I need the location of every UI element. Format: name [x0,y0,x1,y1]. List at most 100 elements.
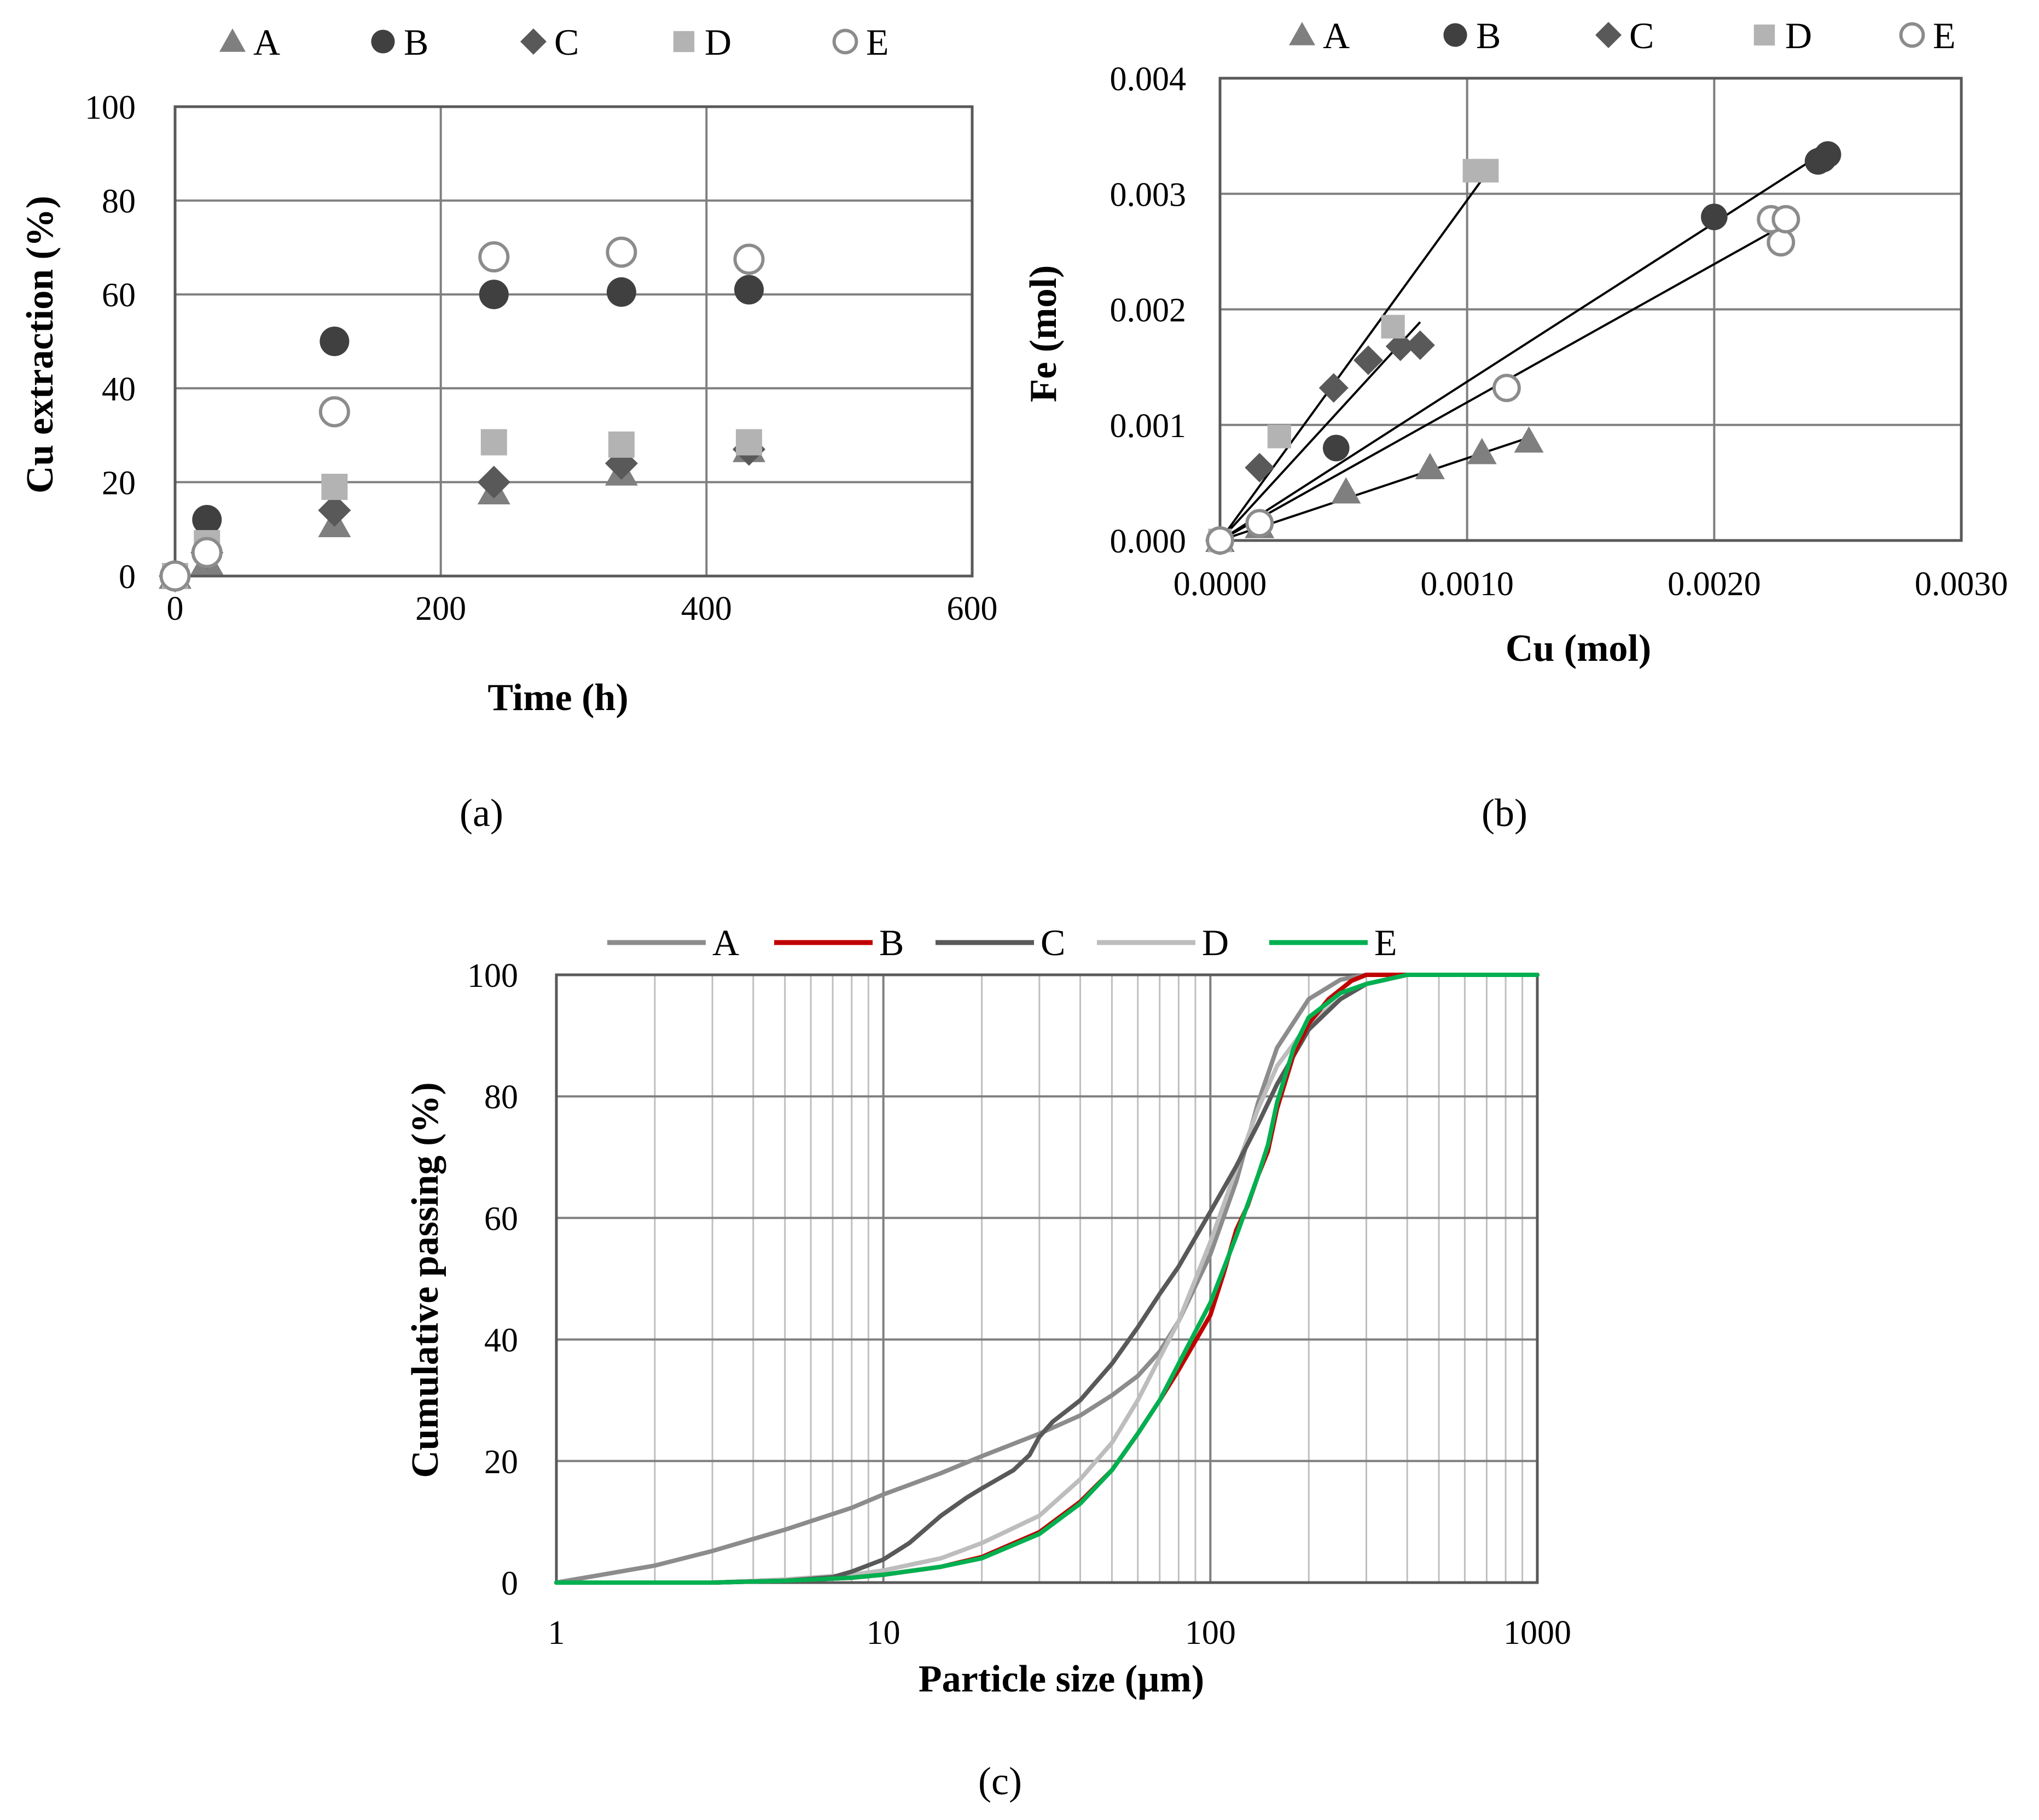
panel-a-markers [159,236,766,592]
panel-b-point-E [1206,526,1234,555]
panel-b-point-E [1771,205,1800,234]
panel-b-y-axis-title: Fe (mol) [1023,265,1065,403]
panel-c-line-D [554,973,1540,1585]
panel-b-trendline-B [1219,149,1829,542]
panel-b-point-C [1245,452,1275,482]
panel-b-point-E [1245,509,1274,538]
panel-a-x-axis-title: Time (h) [487,677,628,719]
panel-c-legend-label-B: B [879,922,904,963]
panel-a-point-B [192,505,222,535]
panel-c-tick-labels: 0 20 40 60 80 100 1 10 100 1000 [467,957,1571,1652]
panel-c-y-tick: 0 [501,1565,518,1602]
panel-b-point-A [1467,438,1497,464]
panel-c-x-axis-title: Particle size (µm) [919,1658,1204,1700]
panel-a-point-B [319,327,350,356]
panel-a-legend-marker-B [371,30,395,54]
panel-a-y-tick: 40 [102,371,136,408]
panel-a-point-D [608,431,635,458]
panel-b-legend-label-E: E [1933,15,1956,56]
panel-c-gridlines [555,973,1539,1584]
panel-a-y-tick: 60 [102,277,136,314]
panel-a-legend-marker-E [832,28,858,55]
panel-b-point-C [1405,330,1435,360]
panel-a-legend-marker-A [219,28,246,52]
panel-c-x-tick: 1000 [1503,1614,1571,1652]
panel-b-point-C [1385,332,1415,362]
panel-a-legend: A B C D E [219,21,889,63]
panel-c-caption: (c) [978,1759,1022,1803]
panel-c-plot-frame [555,973,1539,1584]
panel-b-legend-label-A: A [1323,15,1350,56]
panel-b-point-E [1767,228,1796,257]
panel-a-point-D [736,429,763,456]
panel-a-point-C [477,466,510,499]
panel-b-plot-frame [1218,77,1963,542]
panel-b-point-D [1475,159,1499,183]
panel-b-point-B [1814,141,1842,168]
panel-b-x-axis-title: Cu (mol) [1506,627,1651,670]
panel-a-point-E [318,396,350,428]
panel-c-legend-label-D: D [1202,922,1229,963]
panel-a-point-E [606,236,637,268]
panel-c-particle-size-chart: 0 20 40 60 80 100 1 10 100 1000 A B C D E Particle si… [404,922,1571,1803]
panel-b-x-tick: 0.0010 [1420,566,1514,603]
panel-b-legend-marker-B [1443,23,1467,47]
panel-c-x-tick: 10 [867,1614,901,1652]
panel-b-y-tick: 0.002 [1110,292,1187,329]
panel-c-series-lines [554,973,1540,1585]
panel-a-legend-label-A: A [253,21,280,63]
panel-b-trendline-C [1219,321,1421,542]
panel-c-y-tick: 100 [467,957,518,995]
panel-b-y-tick: 0.000 [1110,523,1187,560]
panel-b-point-A [1415,452,1445,479]
panel-c-legend-label-A: A [712,922,739,963]
panel-a-point-E [159,560,191,592]
panel-a-time-extraction-chart: 0 200 400 600 0 20 40 60 80 100 A B C D E Time (h) Cu… [19,21,998,835]
panel-a-point-D [321,473,348,500]
panel-b-legend-marker-D [1753,24,1775,46]
panel-b-point-A [1331,477,1361,504]
panel-a-point-C [318,493,351,527]
panel-a-x-tick: 200 [415,590,466,627]
panel-a-legend-label-E: E [866,21,889,63]
panel-c-line-C [554,973,1540,1585]
panel-c-y-tick: 20 [484,1444,518,1481]
panel-c-legend: A B C D E [607,922,1397,963]
panel-c-y-tick: 40 [484,1322,518,1359]
panel-a-y-tick: 80 [102,183,136,220]
panel-b-legend-marker-A [1289,22,1315,45]
panel-b-x-tick: 0.0030 [1915,566,2008,603]
panel-c-y-tick: 60 [484,1200,518,1237]
panel-a-point-E [478,241,510,273]
panel-a-gridlines [173,105,974,578]
panel-b-point-E [1492,374,1521,403]
panel-a-legend-marker-C [520,28,547,55]
panel-a-point-B [479,280,509,310]
panel-a-x-tick: 400 [681,590,732,627]
panel-b-point-C [1353,345,1383,375]
panel-c-y-axis-title: Cumulative passing (%) [404,1082,446,1478]
panel-b-point-B [1322,434,1350,462]
panel-b-trendline-D [1219,172,1488,542]
panel-c-line-A [554,973,1540,1585]
panel-c-line-E [554,973,1540,1585]
panel-a-y-axis-title: Cu extraction (%) [19,196,61,493]
panel-a-point-E [191,537,223,568]
panel-a-y-tick: 100 [85,89,136,126]
panel-b-y-tick: 0.003 [1110,176,1187,213]
panel-a-legend-label-B: B [404,21,428,63]
panel-b-point-C [1318,373,1349,403]
panel-a-point-B [606,277,636,307]
panel-c-x-tick: 100 [1185,1614,1236,1652]
panel-c-x-tick: 1 [548,1614,565,1652]
panel-b-caption: (b) [1482,791,1527,835]
panel-a-x-tick: 0 [167,590,184,627]
panel-a-caption: (a) [460,791,503,835]
panel-b-legend: A B C D E [1289,15,1956,56]
panel-c-legend-label-E: E [1374,922,1397,963]
panel-b-cu-fe-chart: 0.0000 0.0010 0.0020 0.0030 0.000 0.001 0.002 0… [1023,15,2008,835]
panel-b-y-tick: 0.001 [1110,408,1187,445]
panel-c-legend-label-C: C [1041,922,1065,963]
panel-b-markers [1205,141,1842,555]
